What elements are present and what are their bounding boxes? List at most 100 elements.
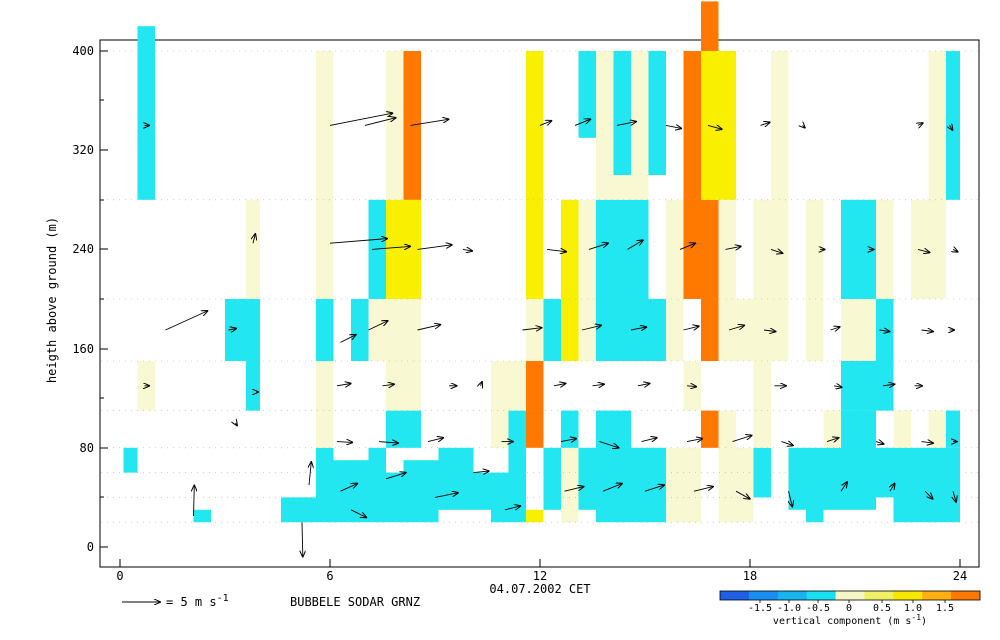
color-cell: [806, 447, 824, 523]
color-cell: [718, 51, 736, 200]
wind-arrow: [683, 326, 699, 330]
wind-arrow: [329, 113, 392, 126]
y-tick-label: 240: [72, 242, 94, 256]
color-cell: [701, 1, 719, 51]
wind-arrow: [560, 439, 576, 442]
wind-arrow: [592, 384, 604, 386]
wind-arrow: [385, 473, 406, 480]
colorbar-tick-label: 1.0: [904, 603, 922, 614]
wind-arrow: [599, 441, 619, 448]
colorbar-title: vertical component (m s-1): [773, 613, 927, 627]
wind-arrow: [553, 384, 565, 386]
color-cell: [823, 447, 841, 510]
wind-arrow: [253, 234, 255, 244]
x-tick-label: 24: [953, 569, 967, 583]
color-cell: [946, 51, 960, 200]
color-cell: [578, 199, 596, 299]
y-tick-label: 80: [80, 441, 94, 455]
color-cell: [386, 361, 404, 411]
color-cell: [648, 299, 666, 361]
wind-arrow: [763, 330, 775, 332]
wind-arrow: [581, 325, 601, 331]
colorbar-tick-label: 0.5: [873, 603, 891, 614]
wind-arrow: [588, 243, 608, 250]
wind-arrow: [953, 491, 956, 502]
wind-arrow: [879, 330, 890, 332]
y-tick-label: 0: [87, 540, 94, 554]
color-cell: [526, 509, 544, 523]
wind-arrow: [707, 125, 722, 129]
color-cell: [316, 447, 334, 523]
color-cell: [246, 299, 260, 361]
color-cell: [911, 199, 946, 299]
color-cells: [123, 1, 960, 523]
colorbar-tick-label: -1.0: [777, 603, 801, 614]
color-cell: [596, 199, 631, 299]
wind-arrow: [473, 471, 489, 473]
color-cell: [403, 460, 439, 523]
wind-arrow: [789, 491, 793, 506]
x-tick-label: 18: [743, 569, 757, 583]
wind-arrow: [803, 125, 805, 127]
color-cell: [771, 51, 789, 200]
color-cell: [225, 299, 246, 361]
color-cell: [683, 51, 701, 299]
color-cell: [561, 447, 579, 523]
x-tick-label: 0: [116, 569, 123, 583]
color-cell: [473, 472, 491, 510]
x-tick-label: 12: [533, 569, 547, 583]
color-cell: [561, 199, 579, 361]
colorbar-swatch: [777, 591, 808, 600]
y-axis-title: heigth above ground (m): [45, 217, 59, 383]
y-tick-label: 320: [72, 143, 94, 157]
colorbar-tick-label: -1.5: [748, 603, 772, 614]
colorbar-swatch: [951, 591, 981, 600]
wind-arrow: [921, 442, 933, 444]
color-cell: [578, 447, 596, 510]
colorbar-tick-label: 0: [846, 603, 852, 614]
wind-arrow: [693, 487, 713, 492]
wind-arrow: [770, 249, 782, 253]
color-cell: [246, 361, 260, 411]
color-cell: [123, 447, 138, 473]
wind-arrow: [627, 240, 643, 250]
color-cell: [316, 51, 334, 299]
color-cell: [526, 51, 544, 299]
arrow-legend: = 5 m s-1: [122, 593, 229, 609]
wind-arrow: [686, 439, 702, 442]
wind-arrow: [522, 328, 542, 330]
wind-arrow: [882, 384, 894, 386]
wind-arrow: [950, 125, 953, 130]
color-cell: [137, 26, 155, 200]
color-cell: [351, 299, 369, 361]
color-cell: [753, 447, 771, 498]
wind-arrow: [340, 484, 358, 492]
wind-arrow: [417, 325, 441, 331]
color-cell: [386, 472, 404, 523]
color-cell: [316, 361, 334, 448]
color-cell: [596, 410, 631, 523]
wind-arrow: [826, 438, 838, 442]
color-cell: [403, 199, 421, 299]
x-tick-label: 6: [326, 569, 333, 583]
color-cell: [246, 199, 260, 299]
colorbar-swatch: [806, 591, 837, 600]
x-axis: 0 6 12 18 24 04.07.2002 CET: [116, 559, 967, 596]
wind-arrows: [145, 113, 958, 556]
wind-arrow: [918, 123, 923, 125]
color-cell: [403, 361, 421, 411]
wind-arrow: [728, 325, 744, 331]
y-tick-label: 400: [72, 44, 94, 58]
color-cell: [928, 51, 946, 200]
wind-arrow: [637, 384, 649, 386]
color-cell: [718, 410, 736, 523]
wind-arrow: [539, 121, 551, 126]
wind-arrow: [236, 423, 238, 425]
colorbar-swatch: [922, 591, 952, 600]
wind-arrow: [833, 386, 842, 388]
wind-arrow: [616, 122, 636, 126]
color-cell: [683, 361, 701, 411]
colorbar-swatch: [720, 591, 750, 600]
wind-arrow: [309, 462, 311, 486]
wind-arrow: [630, 327, 646, 330]
